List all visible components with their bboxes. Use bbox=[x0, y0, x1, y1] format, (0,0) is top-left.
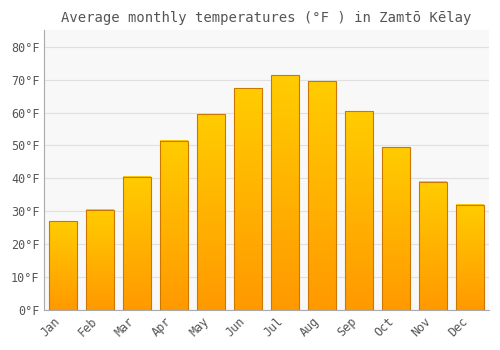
Bar bbox=[49, 221, 77, 310]
Bar bbox=[272, 75, 299, 310]
Bar bbox=[382, 147, 410, 310]
Bar bbox=[160, 140, 188, 310]
Bar bbox=[197, 114, 225, 310]
Bar bbox=[346, 111, 373, 310]
Bar bbox=[86, 210, 114, 310]
Title: Average monthly temperatures (°F ) in Zamtō Kēlay: Average monthly temperatures (°F ) in Za… bbox=[62, 11, 472, 25]
Bar bbox=[456, 205, 484, 310]
Bar bbox=[234, 88, 262, 310]
Bar bbox=[308, 81, 336, 310]
Bar bbox=[420, 182, 447, 310]
Bar bbox=[123, 177, 151, 310]
